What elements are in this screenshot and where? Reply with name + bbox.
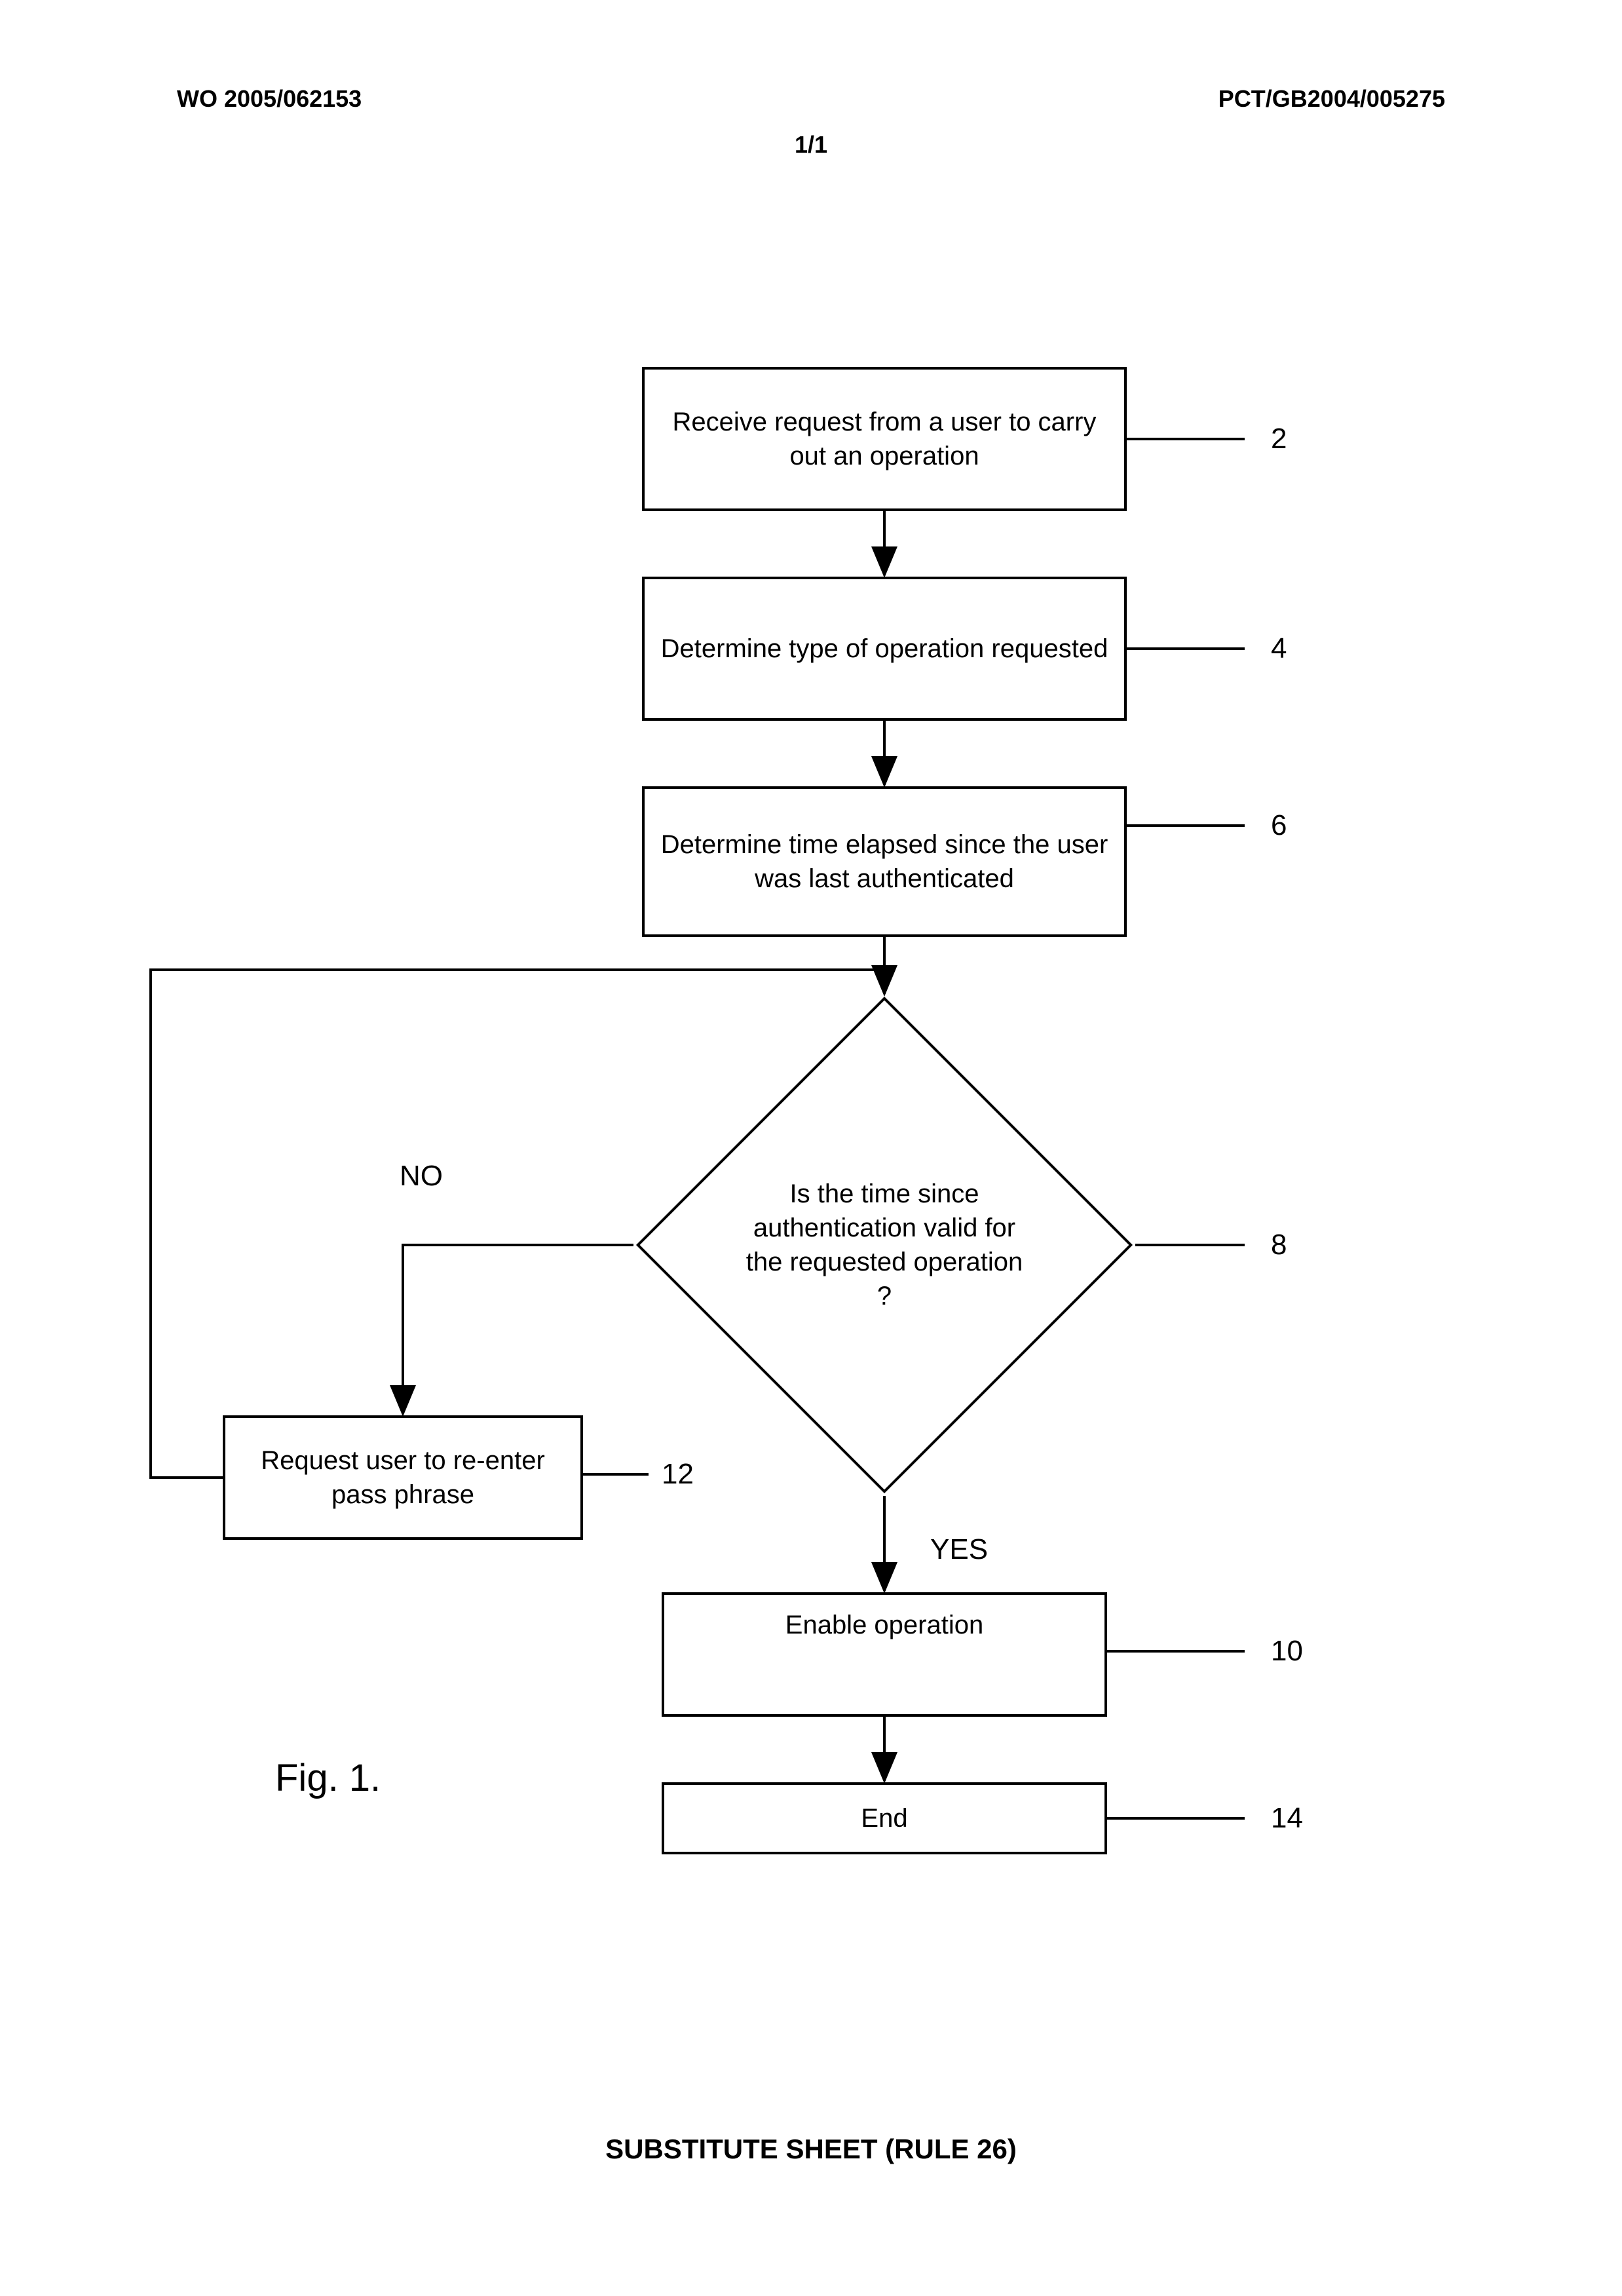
flowchart-connectors <box>0 0 1622 2296</box>
